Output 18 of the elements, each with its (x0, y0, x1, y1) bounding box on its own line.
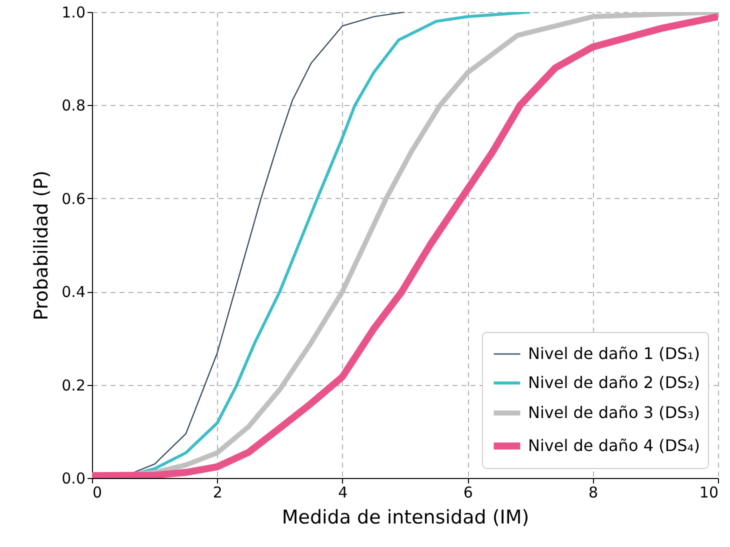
y-tick-label: 0.0 (62, 470, 86, 488)
x-tick-label: 0 (92, 484, 102, 502)
legend-label: Nivel de daño 2 (DS₂) (528, 373, 700, 392)
legend-label: Nivel de daño 4 (DS₄) (528, 436, 700, 455)
y-tick-label: 0.2 (62, 376, 86, 394)
x-tick-label: 8 (588, 484, 598, 502)
legend-label: Nivel de daño 1 (DS₁) (528, 344, 700, 363)
legend-label: Nivel de daño 3 (DS₃) (528, 403, 700, 422)
x-tick-label: 2 (212, 484, 222, 502)
x-tick-label: 10 (699, 484, 718, 502)
y-tick-label: 0.8 (62, 96, 86, 115)
y-tick-label: 1.0 (62, 4, 86, 22)
x-tick-label: 4 (338, 484, 348, 502)
x-tick-label: 6 (463, 484, 473, 502)
y-axis-title: Probabilidad (P) (30, 170, 53, 320)
x-axis-title: Medida de intensidad (IM) (282, 506, 530, 528)
y-tick-label: 0.4 (62, 283, 86, 302)
y-tick-label: 0.6 (62, 190, 86, 208)
